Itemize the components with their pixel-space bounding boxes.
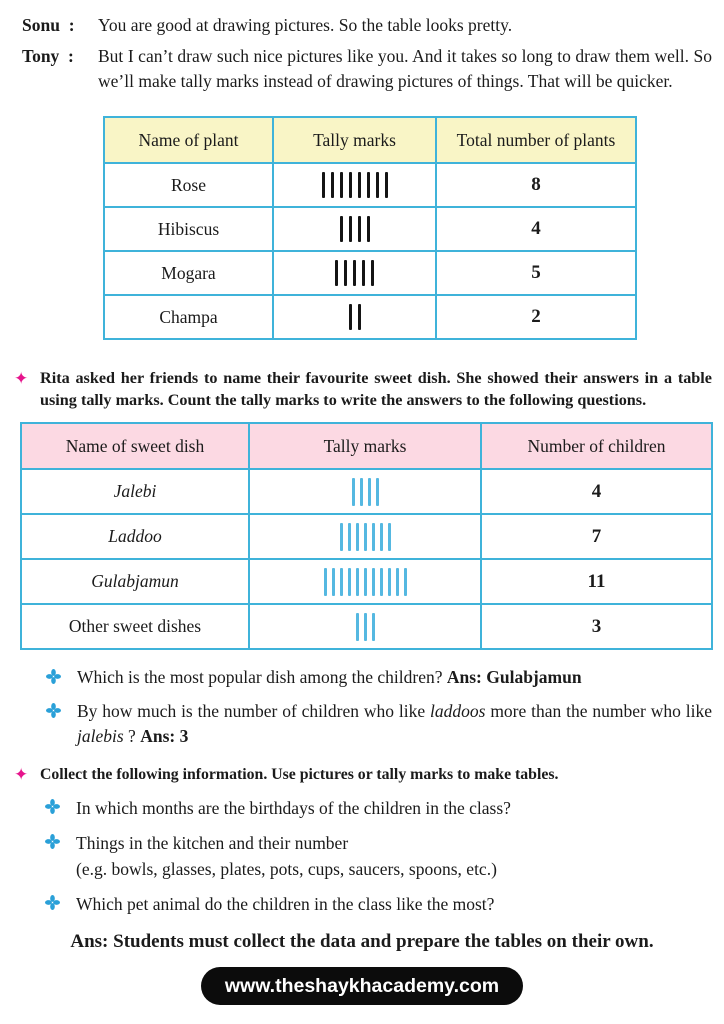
four-petal-flower-icon xyxy=(45,830,76,882)
tally-marks-cell xyxy=(272,206,437,252)
collect-heading-text: Collect the following information. Use p… xyxy=(40,766,559,783)
dialogue-text: You are good at drawing pictures. So the… xyxy=(98,15,513,35)
speaker-label: Tony : xyxy=(22,46,74,66)
question-body: more than the number who like xyxy=(485,701,712,721)
table-header-row: Name of sweet dish Tally marks Number of… xyxy=(20,422,713,470)
table-row: Rose 8 xyxy=(103,162,637,208)
four-petal-flower-icon xyxy=(45,891,76,917)
table-row: Mogara 5 xyxy=(103,250,637,296)
question-body: Which is the most popular dish among the… xyxy=(77,667,447,687)
dialogue-text: But I can’t draw such nice pictures like… xyxy=(98,46,712,91)
table-row: Jalebi 4 xyxy=(20,468,713,515)
question-1: Which is the most popular dish among the… xyxy=(46,665,712,690)
collect-info-section: ✦ Collect the following information. Use… xyxy=(14,765,712,917)
plant-name-cell: Mogara xyxy=(103,250,274,296)
column-header: Name of plant xyxy=(103,116,274,164)
collect-items-list: In which months are the birthdays of the… xyxy=(45,795,712,917)
tally-marks-cell xyxy=(248,468,482,515)
italic-word: laddoos xyxy=(430,701,486,721)
list-item-text: Which pet animal do the children in the … xyxy=(76,894,495,914)
tally-marks-cell xyxy=(272,250,437,296)
questions-section: Which is the most popular dish among the… xyxy=(46,665,712,749)
dish-name-cell: Jalebi xyxy=(20,468,250,515)
dialogue-line-tony: Tony : But I can’t draw such nice pictur… xyxy=(22,44,712,94)
four-pointed-star-icon: ✦ xyxy=(14,765,29,784)
italic-word: jalebis xyxy=(77,726,124,746)
total-cell: 8 xyxy=(435,162,637,208)
table-row: Other sweet dishes 3 xyxy=(20,603,713,650)
question-text: Which is the most popular dish among the… xyxy=(77,665,712,690)
column-header: Tally marks xyxy=(248,422,482,470)
total-cell: 4 xyxy=(435,206,637,252)
table-header-row: Name of plant Tally marks Total number o… xyxy=(103,116,637,164)
table-row: Champa 2 xyxy=(103,294,637,340)
question-body: By how much is the number of children wh… xyxy=(77,701,430,721)
four-petal-flower-icon xyxy=(45,795,76,821)
dish-name-cell: Laddoo xyxy=(20,513,250,560)
count-cell: 7 xyxy=(480,513,713,560)
sweet-dish-tally-table: Name of sweet dish Tally marks Number of… xyxy=(20,422,713,650)
count-cell: 3 xyxy=(480,603,713,650)
question-body: ? xyxy=(123,726,141,746)
answer-text: Ans: 3 xyxy=(140,726,189,746)
speaker-label: Sonu : xyxy=(22,15,75,35)
plant-name-cell: Champa xyxy=(103,294,274,340)
plant-tally-table: Name of plant Tally marks Total number o… xyxy=(103,116,637,340)
answer-text: Ans: Gulabjamun xyxy=(446,667,582,687)
table-row: Hibiscus 4 xyxy=(103,206,637,252)
dish-name-cell: Gulabjamun xyxy=(20,558,250,605)
dish-name-cell: Other sweet dishes xyxy=(20,603,250,650)
column-header: Name of sweet dish xyxy=(20,422,250,470)
total-cell: 5 xyxy=(435,250,637,296)
website-badge[interactable]: www.theshaykhacademy.com xyxy=(201,967,523,1005)
tally-marks-cell xyxy=(272,162,437,208)
table-row: Gulabjamun 11 xyxy=(20,558,713,605)
question-text: By how much is the number of children wh… xyxy=(77,699,712,749)
column-header: Total number of plants xyxy=(435,116,637,164)
list-item-subline: (e.g. bowls, glasses, plates, pots, cups… xyxy=(76,859,497,879)
list-item: Things in the kitchen and their number (e… xyxy=(45,830,712,882)
list-item: Which pet animal do the children in the … xyxy=(45,891,712,917)
tally-marks-cell xyxy=(272,294,437,340)
dialogue-line-sonu: Sonu : You are good at drawing pictures.… xyxy=(22,13,712,38)
plant-name-cell: Hibiscus xyxy=(103,206,274,252)
tally-marks-cell xyxy=(248,513,482,560)
list-item: In which months are the birthdays of the… xyxy=(45,795,712,821)
tally-marks-cell xyxy=(248,603,482,650)
website-url: www.theshaykhacademy.com xyxy=(224,974,500,997)
list-item-text: In which months are the birthdays of the… xyxy=(76,798,511,818)
dialogue-section: Sonu : You are good at drawing pictures.… xyxy=(0,0,724,94)
total-cell: 2 xyxy=(435,294,637,340)
four-petal-flower-icon xyxy=(46,699,77,749)
four-petal-flower-icon xyxy=(46,665,77,690)
list-item-line: Things in the kitchen and their number xyxy=(76,833,349,853)
four-pointed-star-icon: ✦ xyxy=(14,369,29,388)
rita-prompt-text: Rita asked her friends to name their fav… xyxy=(40,369,712,409)
count-cell: 11 xyxy=(480,558,713,605)
table-row: Laddoo 7 xyxy=(20,513,713,560)
tally-marks-cell xyxy=(248,558,482,605)
collect-heading-row: ✦ Collect the following information. Use… xyxy=(14,765,712,785)
plant-name-cell: Rose xyxy=(103,162,274,208)
final-answer-note: Ans: Students must collect the data and … xyxy=(70,931,654,952)
rita-prompt-section: ✦ Rita asked her friends to name their f… xyxy=(14,368,712,411)
question-2: By how much is the number of children wh… xyxy=(46,699,712,749)
count-cell: 4 xyxy=(480,468,713,515)
list-item-text: Things in the kitchen and their number (e… xyxy=(76,830,712,882)
column-header: Tally marks xyxy=(272,116,437,164)
column-header: Number of children xyxy=(480,422,713,470)
